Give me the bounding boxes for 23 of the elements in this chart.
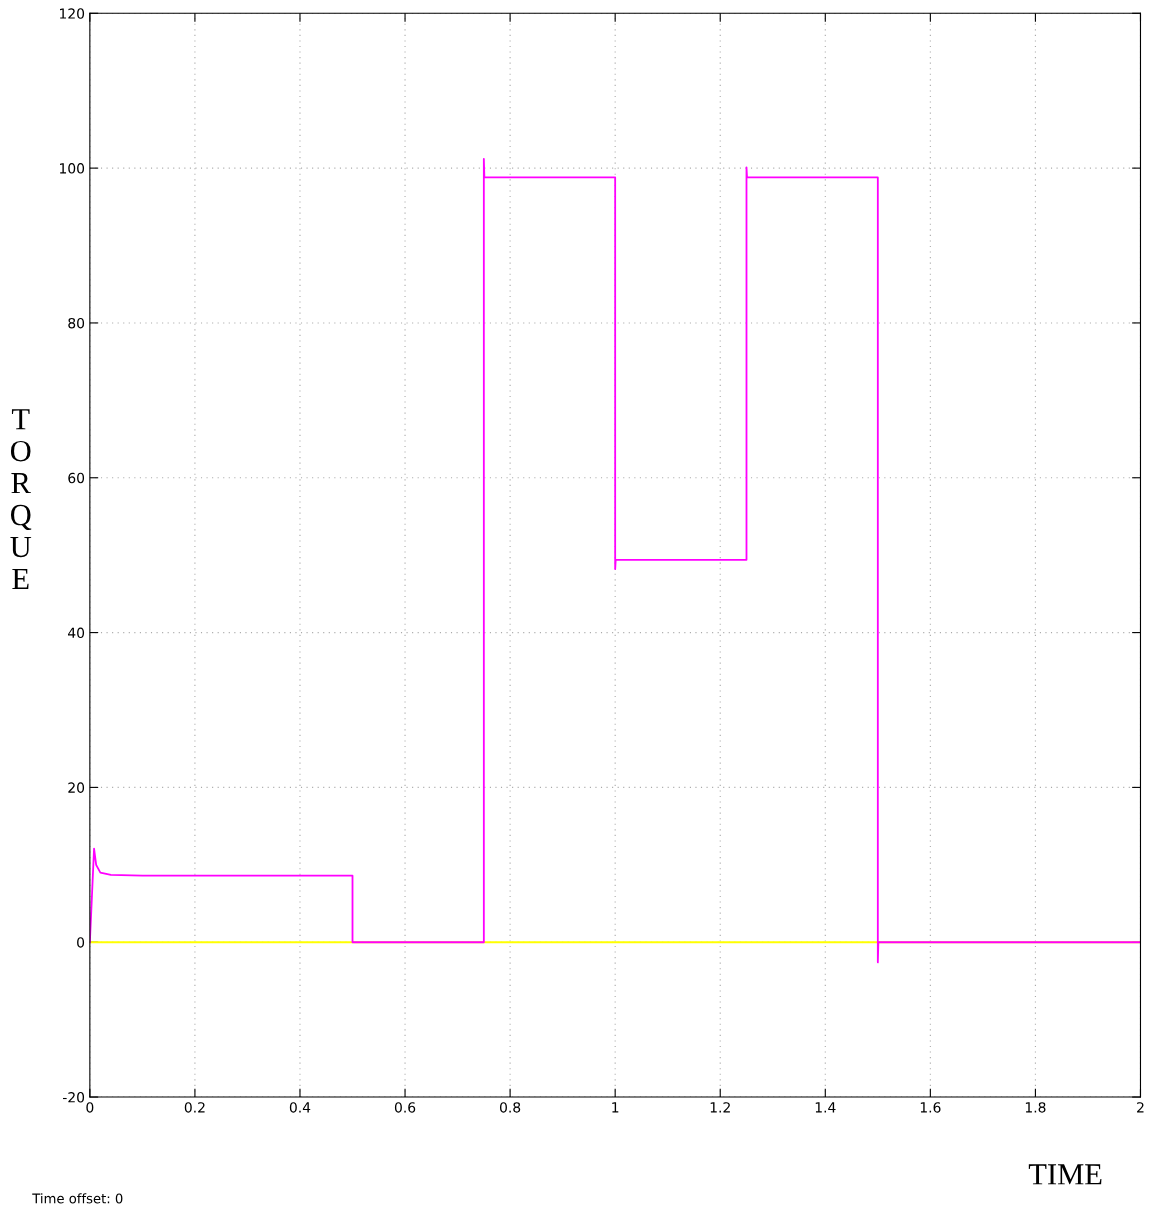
y-tick-label: 120 <box>60 8 85 19</box>
y-tick-label: 20 <box>68 782 85 793</box>
x-axis-title: TIME <box>1028 1164 1102 1185</box>
y-tick-label: 0 <box>77 937 85 948</box>
x-tick-label: 0 <box>86 1102 94 1113</box>
y-tick-label: 100 <box>60 163 85 174</box>
x-tick-label: 0.8 <box>499 1102 521 1113</box>
x-tick-label: 1.6 <box>920 1102 941 1113</box>
x-tick-label: 2 <box>1137 1102 1144 1113</box>
y-axis-title: TORQUE <box>10 409 32 589</box>
x-tick-label: 0.4 <box>289 1102 311 1113</box>
x-tick-label: 0.2 <box>184 1102 205 1113</box>
x-tick-label: 1.4 <box>815 1102 836 1113</box>
text: Time offset: 0 <box>32 1193 123 1204</box>
y-tick-label: -20 <box>62 1092 85 1103</box>
y-tick-label: 80 <box>68 317 85 329</box>
line-series <box>89 157 1141 964</box>
x-tick-label: 0.6 <box>394 1102 416 1113</box>
x-tick-label: 1.2 <box>710 1102 730 1113</box>
y-tick-label: 40 <box>68 627 85 639</box>
x-tick-label: 1.8 <box>1025 1102 1046 1113</box>
x-tick-label: 1 <box>612 1102 619 1113</box>
y-tick-label: 60 <box>68 472 85 484</box>
